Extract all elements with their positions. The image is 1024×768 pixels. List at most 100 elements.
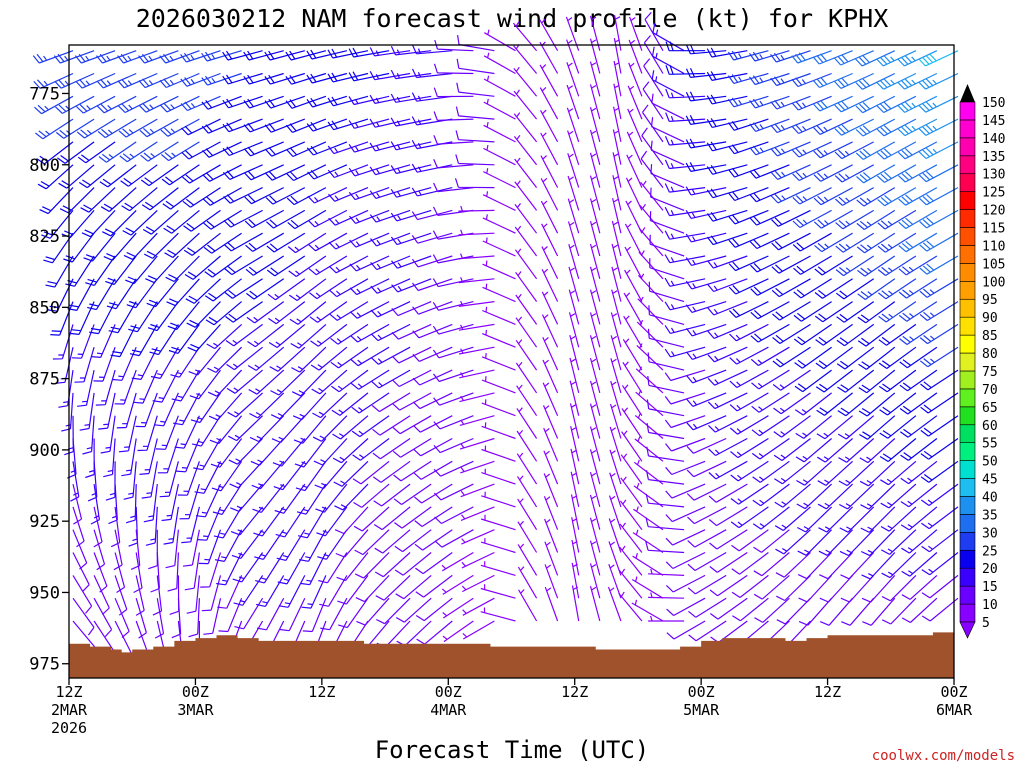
wind-barb [117, 95, 158, 114]
wind-barb [645, 517, 685, 531]
wind-barb [752, 483, 790, 507]
wind-barb [375, 574, 411, 601]
wind-barb [793, 323, 832, 346]
colorbar-tick-label: 70 [982, 383, 998, 398]
wind-barb [90, 484, 100, 525]
wind-barb [394, 552, 432, 576]
wind-barb [589, 449, 601, 485]
wind-barb [356, 597, 390, 626]
wind-barb [411, 209, 453, 221]
wind-barb [570, 426, 580, 462]
wind-barb [166, 278, 200, 307]
wind-barb [277, 552, 306, 585]
wind-barb [142, 209, 179, 235]
wind-barb [648, 568, 685, 576]
wind-barb [433, 415, 474, 430]
y-tick-label: 775 [29, 84, 60, 104]
wind-barb [202, 187, 242, 206]
wind-barb [458, 253, 495, 260]
colorbar-swatch [959, 155, 976, 175]
wind-barb [589, 563, 601, 599]
wind-barb [633, 506, 664, 531]
wind-barb [182, 187, 221, 208]
wind-barb [750, 301, 790, 320]
wind-barb [516, 384, 538, 417]
wind-barb [161, 483, 179, 522]
wind-barb [335, 529, 369, 558]
wind-barb [835, 187, 874, 206]
wind-barb [212, 483, 243, 515]
wind-barb [289, 301, 327, 325]
wind-barb [225, 323, 263, 347]
wind-barb [300, 552, 327, 586]
wind-barb [570, 448, 580, 485]
wind-barb [201, 118, 242, 134]
wind-barb [840, 574, 875, 603]
wind-barb [568, 289, 580, 325]
wind-barb [176, 438, 200, 473]
wind-barb [82, 415, 95, 455]
y-tick-label: 825 [29, 227, 60, 247]
wind-barb [458, 205, 495, 212]
wind-barb [638, 250, 664, 280]
wind-barb [899, 369, 938, 392]
wind-barb [876, 72, 917, 90]
wind-barb [708, 415, 748, 433]
credit-link[interactable]: coolwx.com/models [872, 748, 1015, 764]
wind-barb [857, 323, 896, 347]
wind-barb [411, 232, 453, 244]
wind-barb [351, 392, 390, 414]
wind-barb [279, 597, 306, 632]
wind-barb [481, 491, 516, 508]
wind-barb [589, 221, 601, 257]
wind-barb [36, 141, 74, 165]
wind-barb [376, 597, 411, 625]
wind-barb [618, 591, 643, 622]
wind-barb [706, 187, 748, 199]
wind-barb [126, 278, 158, 309]
wind-barb [114, 575, 128, 616]
wind-barb [664, 346, 706, 358]
wind-barb [266, 255, 306, 277]
wind-barb [244, 164, 284, 181]
wind-barb [369, 94, 411, 104]
wind-barb [114, 552, 126, 594]
wind-barb [249, 392, 285, 419]
wind-barb [349, 232, 390, 248]
wind-barb [860, 506, 896, 533]
wind-barb [394, 529, 432, 553]
wind-barb [571, 517, 580, 553]
wind-barb [858, 392, 896, 417]
wind-barb [589, 152, 601, 188]
wind-barb [310, 323, 348, 347]
wind-barb [516, 407, 538, 439]
wind-barb [880, 506, 917, 532]
wind-barb [858, 346, 896, 370]
wind-barb [646, 423, 685, 440]
wind-barb [918, 164, 959, 183]
wind-barb [416, 620, 453, 645]
wind-barb [483, 144, 516, 166]
wind-barb [391, 278, 432, 293]
wind-barb [481, 399, 516, 417]
colorbar-swatch [959, 603, 976, 623]
wind-barb [442, 620, 474, 643]
wind-barb [482, 306, 516, 325]
wind-barb [647, 352, 685, 371]
x-tick-label: 12Z [561, 683, 588, 701]
wind-barb [349, 209, 390, 224]
wind-barb [819, 552, 854, 580]
wind-barb [415, 552, 453, 575]
wind-barb [648, 281, 685, 303]
wind-barb [514, 225, 538, 257]
wind-barb [878, 301, 917, 323]
wind-barb [266, 232, 306, 253]
wind-barb [372, 460, 411, 483]
colorbar-tick-label: 150 [982, 96, 1005, 111]
wind-barb [460, 460, 495, 474]
wind-barb [613, 106, 622, 143]
wind-barb [539, 64, 559, 97]
wind-barb [610, 335, 622, 371]
x-tick-label: 5MAR [683, 701, 720, 719]
wind-barb [390, 46, 432, 56]
